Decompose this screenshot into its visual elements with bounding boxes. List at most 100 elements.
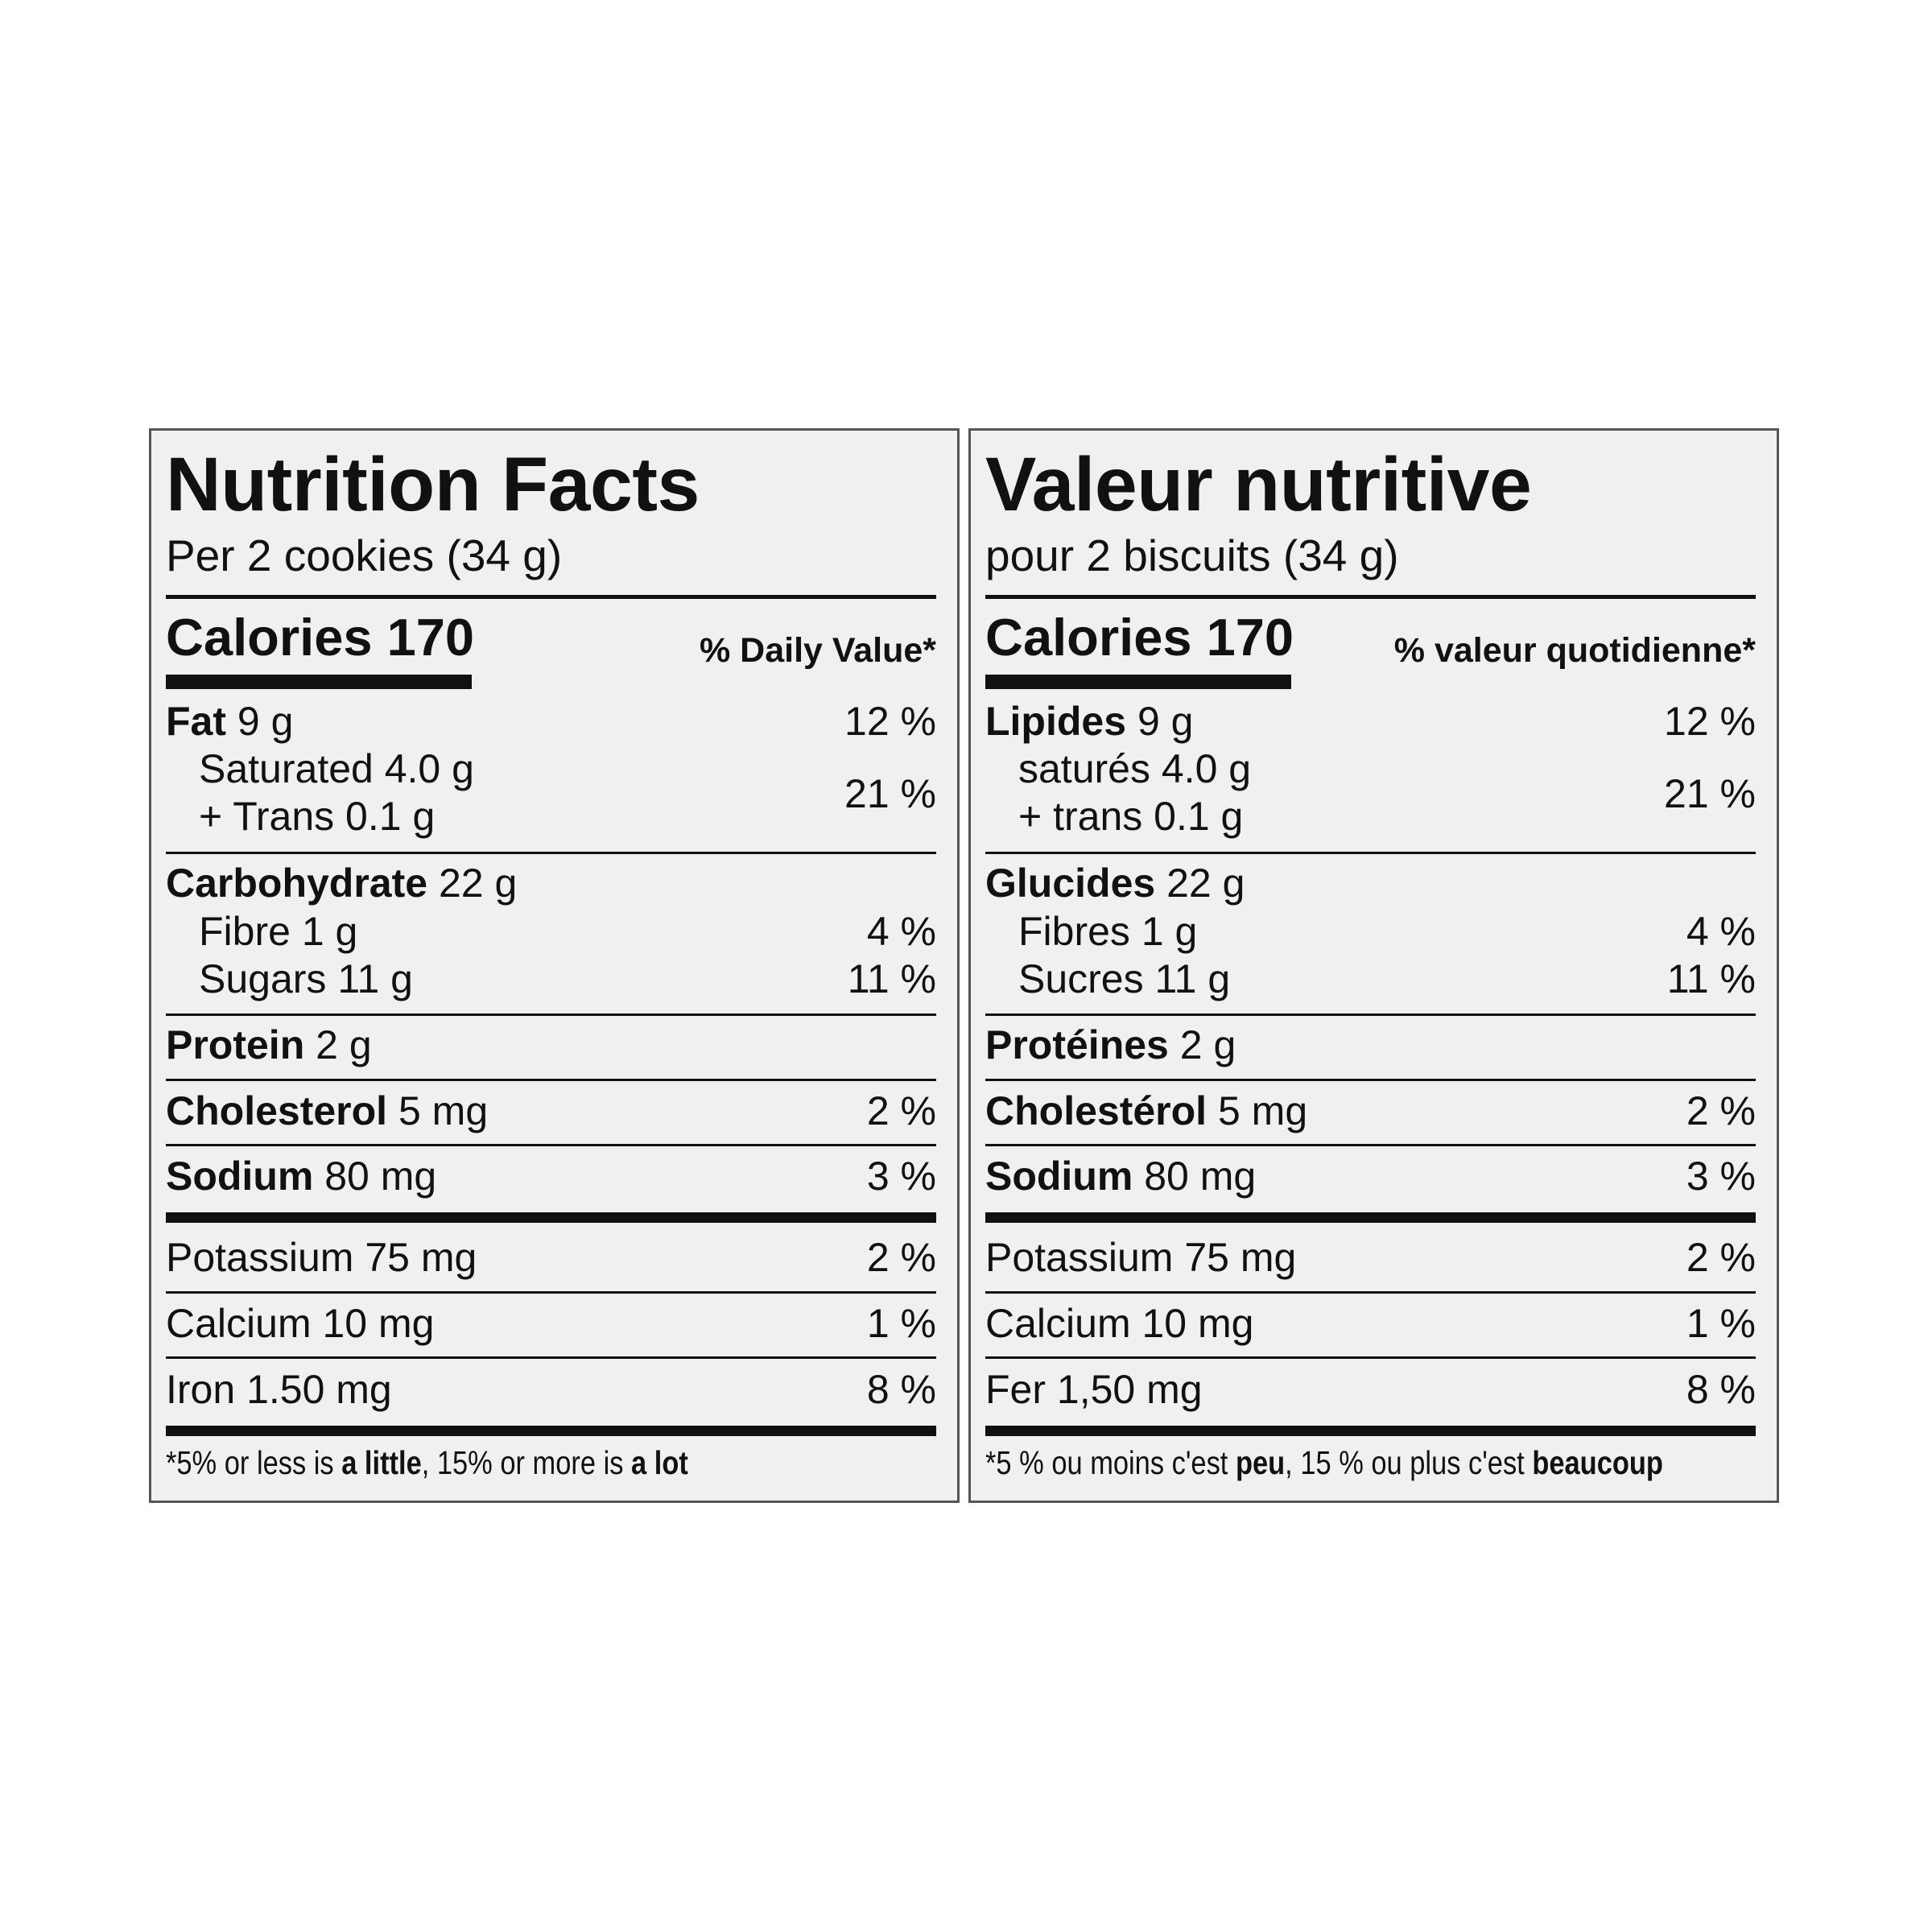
sugars-row: Sucres 11 g [1018, 959, 1230, 999]
nutrient-amount: 10 mg [1141, 1301, 1254, 1346]
nutrient-name: Lipides [985, 699, 1127, 744]
nutrition-facts-panel-french: Valeur nutritive pour 2 biscuits (34 g) … [968, 428, 1779, 1503]
nutrient-amount: 4.0 g [384, 746, 474, 791]
nutrient-amount: 11 g [1154, 956, 1231, 1001]
footnote-emphasis: a lot [631, 1444, 688, 1481]
nutrient-amount: 1.50 mg [246, 1367, 392, 1412]
serving-size: pour 2 biscuits (34 g) [985, 530, 1399, 580]
sugars-dv: 11 % [847, 956, 936, 1001]
cholesterol-row: Cholestérol 5 mg [985, 1091, 1307, 1131]
sodium-dv: 3 % [1686, 1154, 1756, 1199]
nutrient-name: Saturated [199, 746, 374, 791]
potassium-row: Potassium 75 mg [985, 1237, 1296, 1278]
nutrient-name: Protein [166, 1022, 305, 1067]
fibre-dv: 4 % [1686, 909, 1756, 954]
nutrient-name: Sugars [199, 956, 327, 1001]
sat-trans-dv: 21 % [1664, 771, 1756, 816]
sugars-dv: 11 % [1666, 956, 1756, 1001]
footnote: *5% or less is a little, 15% or more is … [166, 1447, 688, 1480]
footnote: *5 % ou moins c'est peu, 15 % ou plus c'… [985, 1447, 1663, 1480]
divider [166, 1079, 936, 1081]
trans-row: + Trans 0.1 g [199, 796, 435, 836]
nutrient-name: Cholesterol [166, 1088, 388, 1133]
nutrient-name: saturés [1018, 746, 1150, 791]
divider [985, 1291, 1756, 1294]
fat-dv: 12 % [844, 699, 936, 744]
iron-row: Fer 1,50 mg [985, 1369, 1203, 1410]
nutrition-facts-panel-english: Nutrition Facts Per 2 cookies (34 g) Cal… [149, 428, 960, 1503]
thick-divider [166, 1212, 936, 1223]
sugars-row: Sugars 11 g [199, 959, 413, 999]
trans-row: + trans 0.1 g [1018, 796, 1243, 836]
nutrient-amount: 75 mg [1184, 1235, 1297, 1280]
calories: Calories 170 [166, 608, 475, 667]
divider [166, 1356, 936, 1359]
divider [166, 1291, 936, 1294]
footnote-text: *5% or less is [166, 1444, 342, 1481]
sodium-row: Sodium 80 mg [166, 1156, 436, 1196]
nutrient-name: Sodium [985, 1154, 1133, 1199]
cholesterol-dv: 2 % [1686, 1088, 1756, 1133]
divider [985, 1144, 1756, 1146]
nutrient-amount: 9 g [237, 699, 294, 744]
sodium-dv: 3 % [866, 1154, 936, 1199]
calcium-row: Calcium 10 mg [985, 1303, 1253, 1344]
serving-size: Per 2 cookies (34 g) [166, 530, 563, 580]
nutrient-amount: 80 mg [1144, 1154, 1257, 1199]
thick-divider [985, 1426, 1756, 1436]
iron-row: Iron 1.50 mg [166, 1369, 392, 1410]
calories-bar [985, 675, 1291, 689]
divider [166, 1144, 936, 1146]
footnote-text: , 15 % ou plus c'est [1285, 1444, 1533, 1481]
nutrient-name: + Trans [199, 794, 335, 839]
iron-dv: 8 % [1686, 1367, 1756, 1412]
fibre-dv: 4 % [866, 909, 936, 954]
fibre-row: Fibres 1 g [1018, 911, 1197, 952]
calcium-row: Calcium 10 mg [166, 1303, 434, 1344]
calories-bar [166, 675, 472, 689]
potassium-dv: 2 % [866, 1235, 936, 1280]
footnote-text: , 15% or more is [421, 1444, 632, 1481]
nutrient-amount: 5 mg [1217, 1088, 1308, 1133]
nutrient-name: Calcium [985, 1301, 1131, 1346]
nutrient-amount: 22 g [1166, 861, 1245, 906]
divider [985, 1356, 1756, 1359]
nutrient-name: Carbohydrate [166, 861, 428, 906]
thick-divider [985, 1212, 1756, 1223]
footnote-emphasis: beaucoup [1532, 1444, 1663, 1481]
nutrient-name: Glucides [985, 861, 1156, 906]
saturated-row: saturés 4.0 g [1018, 749, 1251, 789]
protein-row: Protéines 2 g [985, 1025, 1236, 1065]
nutrient-name: Protéines [985, 1022, 1169, 1067]
nutrient-amount: 75 mg [365, 1235, 477, 1280]
divider [166, 595, 936, 599]
carbohydrate-row: Carbohydrate 22 g [166, 863, 517, 903]
footnote-emphasis: a little [341, 1444, 422, 1481]
nutrient-amount: 1 g [301, 909, 358, 954]
calcium-dv: 1 % [866, 1301, 936, 1346]
nutrient-amount: 1,50 mg [1056, 1367, 1203, 1412]
nutrient-name: Fibres [1018, 909, 1130, 954]
divider [985, 1013, 1756, 1016]
divider [985, 1079, 1756, 1081]
nutrient-name: Sodium [166, 1154, 314, 1199]
divider [985, 852, 1756, 854]
nutrient-name: Potassium [985, 1235, 1174, 1280]
footnote-emphasis: peu [1235, 1444, 1286, 1481]
divider [166, 852, 936, 854]
nutrient-amount: 0.1 g [345, 794, 436, 839]
iron-dv: 8 % [866, 1367, 936, 1412]
cholesterol-dv: 2 % [866, 1088, 936, 1133]
nutrient-name: Fer [985, 1367, 1046, 1412]
nutrient-name: Potassium [166, 1235, 354, 1280]
nutrient-name: + trans [1018, 794, 1143, 839]
fat-dv: 12 % [1664, 699, 1756, 744]
nutrient-amount: 9 g [1137, 699, 1194, 744]
nutrient-name: Iron [166, 1367, 236, 1412]
nutrient-amount: 2 g [1179, 1022, 1236, 1067]
fibre-row: Fibre 1 g [199, 911, 357, 952]
cholesterol-row: Cholesterol 5 mg [166, 1091, 488, 1131]
sat-trans-dv: 21 % [844, 771, 936, 816]
nutrient-amount: 10 mg [322, 1301, 435, 1346]
saturated-row: Saturated 4.0 g [199, 749, 474, 789]
